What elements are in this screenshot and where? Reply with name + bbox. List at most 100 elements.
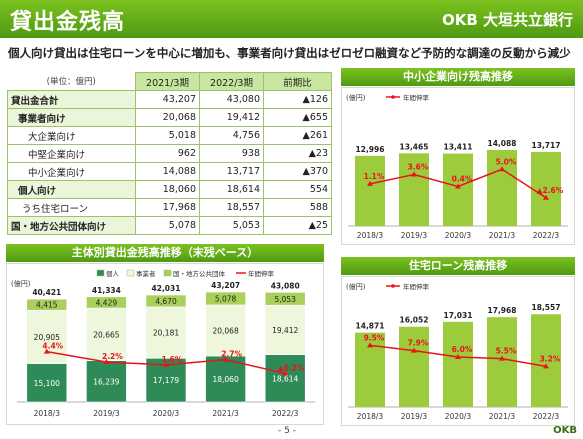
bar-segment (86, 307, 127, 361)
growth-rate-marker (367, 342, 373, 348)
bar-value-label: 15,100 (34, 379, 60, 388)
table-header-col: 2021/3期 (135, 72, 200, 91)
bar-total-label: 43,207 (211, 281, 240, 290)
cell-value: 18,060 (135, 180, 200, 199)
bar-value-label: 18,557 (532, 303, 561, 312)
chart-title-sme: 中小企業向け残高推移 (341, 68, 575, 86)
bar-segment (26, 298, 68, 311)
growth-rate-marker (455, 354, 461, 359)
growth-rate-label: 7.9% (408, 339, 429, 348)
cell-value: 20,068 (135, 108, 200, 127)
growth-rate-marker (543, 363, 549, 369)
growth-rate-label: ▲2.6% (537, 186, 564, 195)
legend-label: 年間伸率 (248, 269, 275, 278)
bar (487, 317, 517, 407)
growth-rate-marker (282, 370, 289, 376)
x-tick-label: 2022/3 (533, 231, 560, 240)
bar-segment (264, 354, 306, 403)
cell-value: 19,412 (199, 108, 264, 127)
bar-value-label: 14,088 (488, 139, 517, 148)
bar-value-label: 18,614 (272, 374, 298, 383)
chart-title-housing: 住宅ローン残高推移 (341, 257, 575, 275)
growth-rate-label: 5.5% (496, 347, 517, 356)
growth-rate-marker (222, 356, 229, 362)
growth-rate-marker (43, 348, 50, 354)
growth-rate-marker (411, 347, 417, 353)
row-label: 個人向け (7, 180, 136, 199)
bar-value-label: 17,031 (444, 311, 473, 320)
cell-value: ▲23 (263, 144, 332, 163)
cell-value: 5,018 (135, 126, 200, 145)
growth-rate-marker (499, 355, 505, 361)
x-tick-label: 2021/3 (489, 231, 516, 240)
bar-segment (264, 292, 306, 306)
chart-panel-sme: (億円) 年間伸率 12,996 2018/3 13,465 2019/3 13,411 20… (341, 87, 575, 245)
table-header-col: 前期比 (263, 72, 332, 91)
growth-rate-label: 3.6% (408, 163, 429, 172)
x-tick-label: 2020/3 (445, 412, 472, 421)
row-label: 中小企業向け (7, 162, 136, 181)
cell-value: ▲126 (263, 90, 332, 109)
cell-value: 962 (135, 144, 200, 163)
table-row: 個人向け 18,060 18,614 554 (7, 180, 332, 199)
bar-value-label: 19,412 (272, 326, 298, 335)
bar-total-label: 40,421 (32, 288, 61, 297)
bar-value-label: 16,052 (400, 316, 429, 325)
x-tick-label: 2018/3 (34, 409, 61, 418)
x-tick-label: 2022/3 (533, 412, 560, 421)
cell-value: 938 (199, 144, 264, 163)
chart-total-svg: (億円) 個人 事業者 国・地方公共団体 年間伸率 15,100 20,905 4,415 40… (11, 269, 315, 418)
cell-value: 13,717 (199, 162, 264, 181)
legend-label: 国・地方公共団体 (173, 269, 226, 278)
footer-logo: OKB (553, 425, 577, 436)
bar-value-label: 20,181 (153, 329, 179, 338)
chart-panel-total: (億円) 個人 事業者 国・地方公共団体 年間伸率 15,100 20,905 4,415 40… (6, 263, 324, 425)
chart-unit-label: (億円) (11, 279, 31, 288)
x-tick-label: 2021/3 (212, 409, 239, 418)
loan-balance-table: (単位：億円) 2021/3期 2022/3期 前期比 貸出金合計 43,207… (7, 72, 332, 235)
growth-rate-marker (411, 171, 417, 177)
growth-rate-label: 1.1% (364, 172, 385, 181)
bar-value-label: 20,068 (212, 326, 238, 335)
table-header-col: 2022/3期 (199, 72, 264, 91)
cell-value: 43,207 (135, 90, 200, 109)
growth-rate-label: 4.4% (42, 342, 63, 351)
growth-rate-marker (499, 166, 505, 172)
cell-value: ▲261 (263, 126, 332, 145)
growth-rate-marker (455, 183, 461, 189)
bar-value-label: 5,078 (215, 294, 237, 303)
bar-segment (145, 306, 187, 359)
bar-value-label: 12,996 (356, 145, 385, 154)
legend-line-marker (391, 284, 395, 288)
bar-segment (205, 355, 246, 403)
legend-swatch (163, 269, 172, 277)
growth-rate-marker (367, 180, 373, 186)
cell-value: 14,088 (135, 162, 200, 181)
growth-rate-label: 2.7% (221, 350, 242, 359)
x-tick-label: 2019/3 (93, 409, 120, 418)
cell-value: ▲370 (263, 162, 332, 181)
cell-value: 17,968 (135, 198, 200, 217)
bar-segment (205, 291, 246, 306)
bar-value-label: 4,415 (36, 301, 58, 310)
growth-rate-label: 0.4% (452, 175, 473, 184)
growth-rate-label: 5.0% (496, 157, 517, 166)
bar (531, 314, 561, 407)
chart-panel-housing: (億円) 年間伸率 14,871 2018/3 16,052 2019/3 17,031 20… (341, 276, 575, 426)
table-row: 国・地方公共団体向け 5,078 5,053 ▲25 (7, 216, 332, 235)
bar-total-label: 43,080 (271, 281, 300, 290)
cell-value: 5,053 (199, 216, 264, 235)
page-number: - 5 - (278, 426, 296, 436)
table-row: うち住宅ローン 17,968 18,557 588 (7, 198, 332, 217)
row-label: うち住宅ローン (7, 198, 136, 217)
chart-title-total: 主体別貸出金残高推移（末残ベース） (6, 244, 324, 262)
legend-label: 個人 (106, 269, 120, 278)
bar (355, 155, 385, 226)
bar-value-label: 18,060 (212, 375, 238, 384)
growth-rate-label: 9.5% (364, 333, 385, 342)
x-tick-label: 2020/3 (153, 409, 180, 418)
chart-unit-label: (億円) (346, 93, 366, 102)
row-label: 貸出金合計 (7, 90, 136, 109)
x-tick-label: 2021/3 (489, 412, 516, 421)
bar-segment (86, 296, 127, 309)
